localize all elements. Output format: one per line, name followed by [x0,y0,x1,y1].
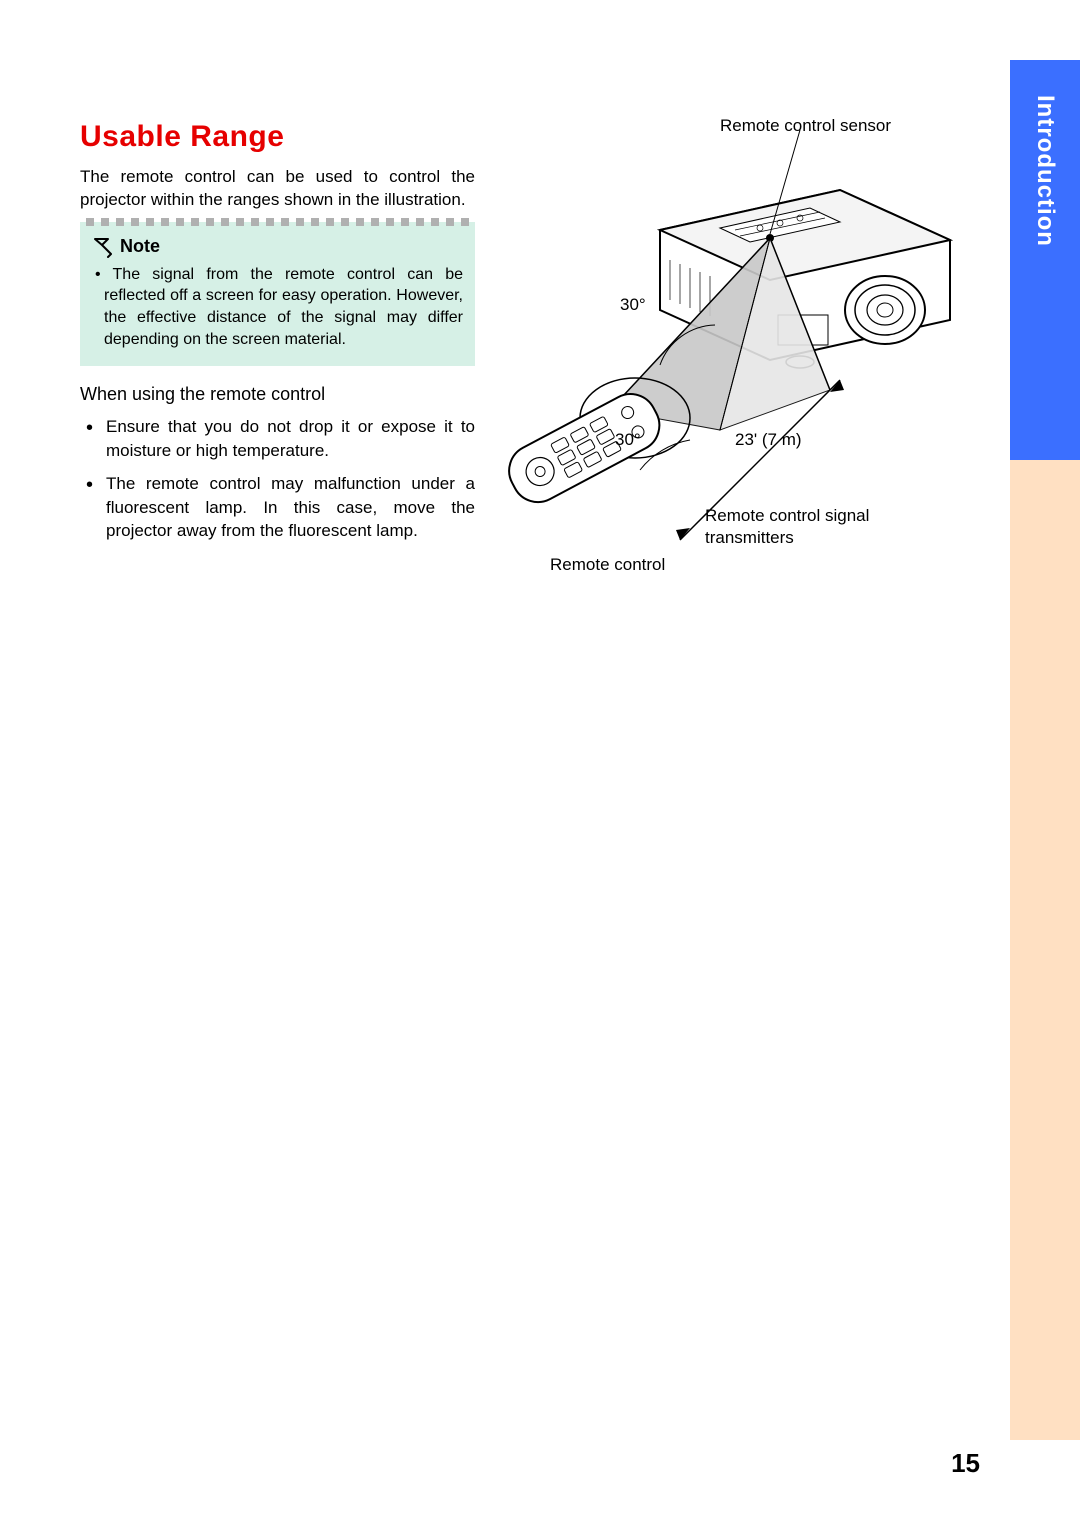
usable-range-diagram [460,110,980,640]
note-box-dots [80,218,475,226]
list-item: Ensure that you do not drop it or expose… [106,415,475,462]
note-heading-text: Note [120,236,160,257]
text-column: Usable Range The remote control can be u… [80,120,475,553]
page-content: Usable Range The remote control can be u… [80,120,960,553]
note-text: The signal from the remote control can b… [92,264,463,350]
diagram-label-distance: 23' (7 m) [735,430,802,450]
diagram-label-sensor: Remote control sensor [720,116,891,136]
list-item: The remote control may malfunction under… [106,472,475,542]
page-number: 15 [951,1448,980,1479]
diagram: Remote control sensor 30° 30° 23' (7 m) … [460,110,980,640]
note-heading: Note [92,236,463,258]
diagram-label-remote: Remote control [550,555,665,575]
intro-paragraph: The remote control can be used to contro… [80,166,475,212]
section-tab: Introduction [1010,60,1080,1440]
diagram-label-transmitters: Remote control signal transmitters [705,505,885,549]
manual-page: Introduction Usable Range The remote con… [0,0,1080,1529]
page-title: Usable Range [80,120,475,154]
diagram-label-angle-top: 30° [620,295,646,315]
section-tab-label: Introduction [1010,95,1080,247]
bullet-list: Ensure that you do not drop it or expose… [80,415,475,542]
sub-heading: When using the remote control [80,384,475,405]
diagram-label-angle-bottom: 30° [615,430,641,450]
note-box: Note The signal from the remote control … [80,222,475,366]
note-icon [92,236,114,258]
